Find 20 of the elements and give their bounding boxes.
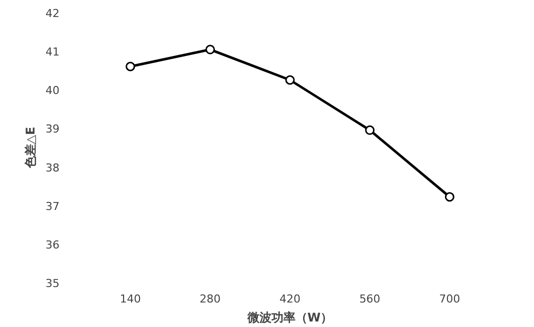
point <box>126 62 136 72</box>
y-tick-label: 36 <box>46 238 60 252</box>
point <box>205 44 215 54</box>
y-tick-label: 41 <box>46 46 60 59</box>
point <box>285 75 295 85</box>
y-axis-title: 色差△E <box>24 126 38 170</box>
x-tick-label: 700 <box>439 292 460 306</box>
x-tick-label: 560 <box>359 292 380 306</box>
y-tick-label: 38 <box>46 161 60 174</box>
point <box>365 125 375 135</box>
y-tick-label: 35 <box>46 277 60 290</box>
y-tick-label: 37 <box>46 200 60 213</box>
y-tick-label: 40 <box>46 84 60 98</box>
y-tick-label: 42 <box>46 7 60 20</box>
point <box>444 192 454 202</box>
x-tick-label: 140 <box>120 292 141 306</box>
x-tick-label: 280 <box>200 292 221 306</box>
y-tick-label: 39 <box>46 122 60 136</box>
x-axis-title: 微波功率（W） <box>246 310 333 324</box>
x-tick-label: 420 <box>280 292 300 306</box>
